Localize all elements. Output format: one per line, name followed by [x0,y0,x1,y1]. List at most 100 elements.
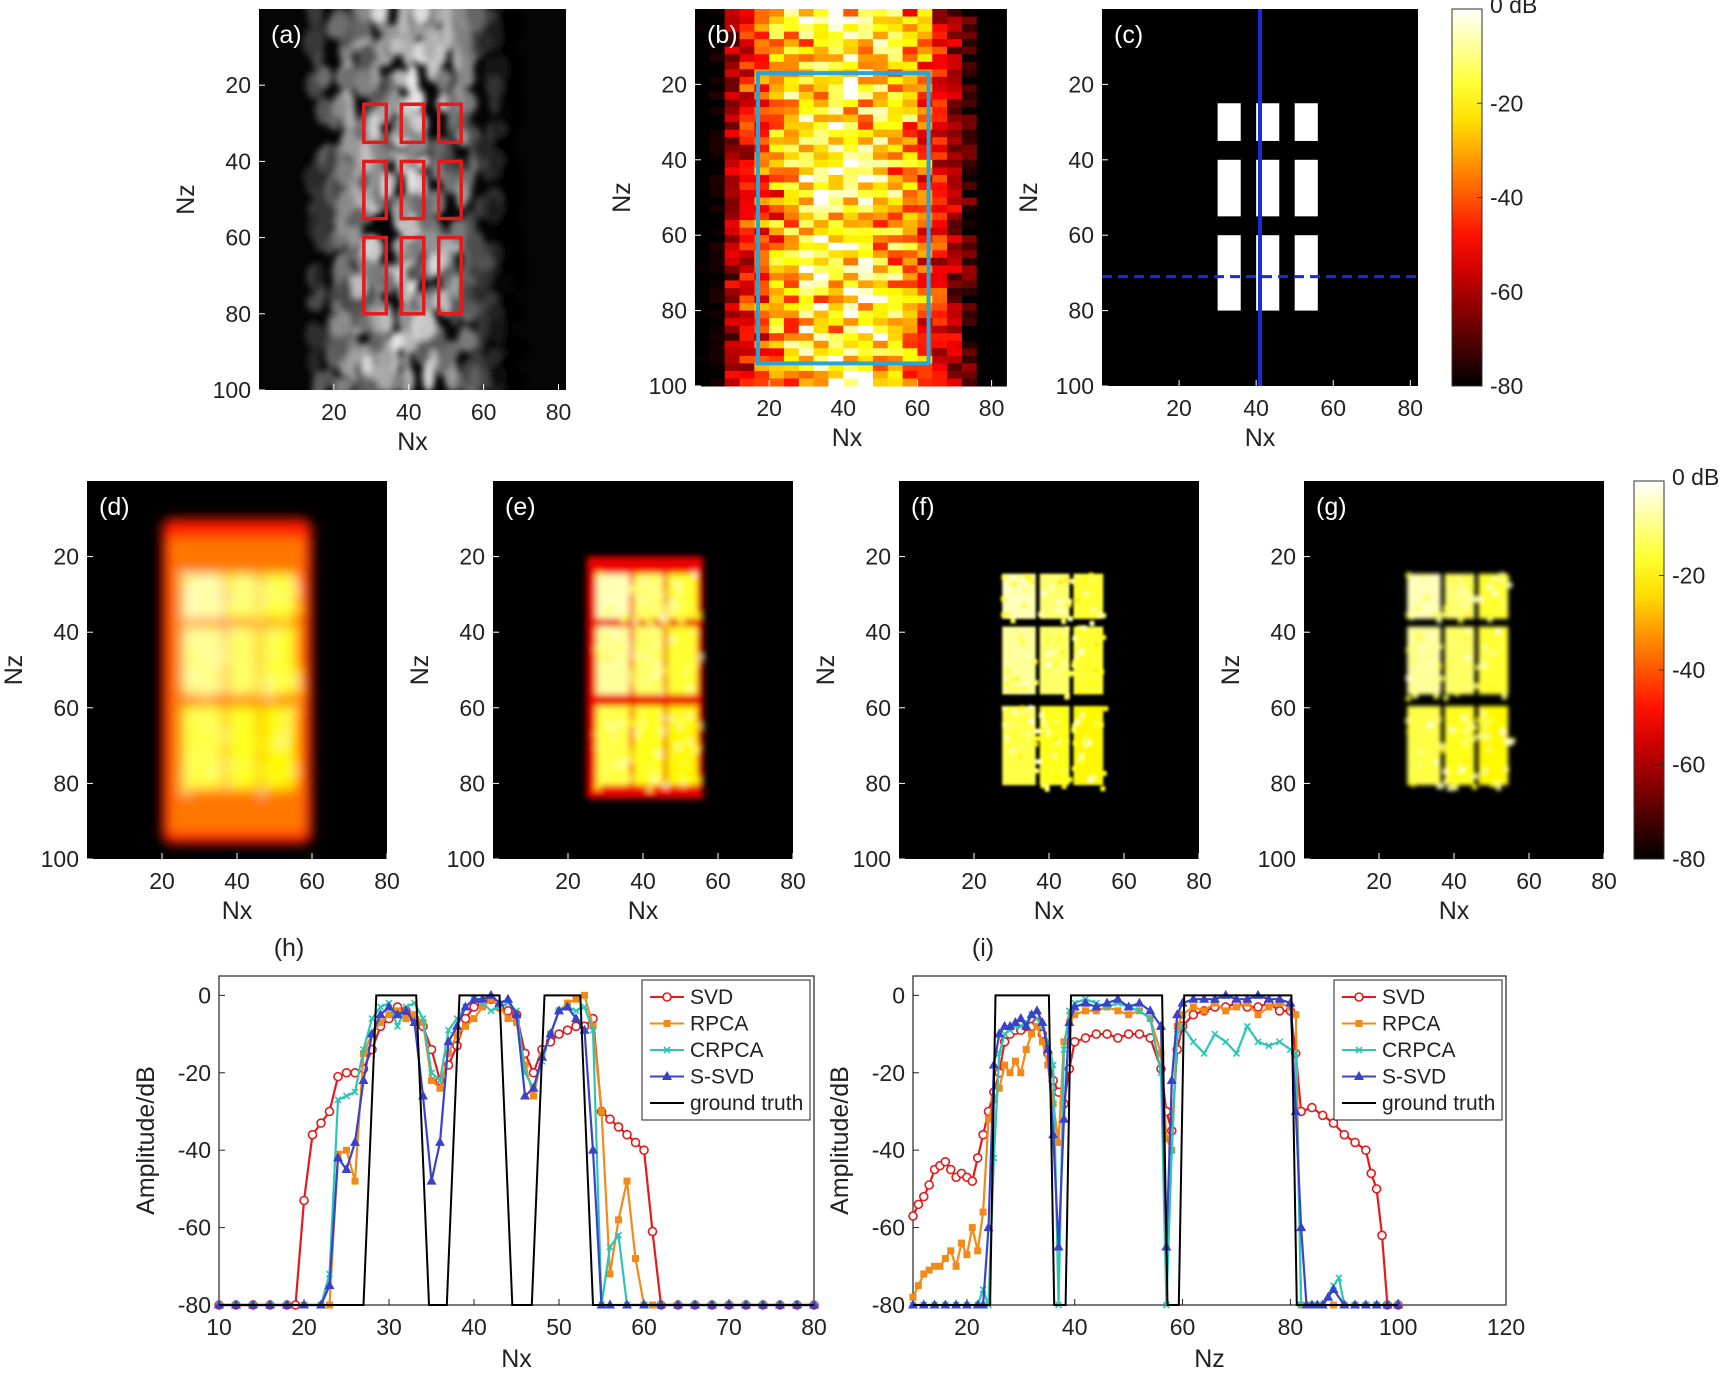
pixel [724,69,740,78]
speckle [1057,637,1063,643]
y-tick-label: -20 [178,1060,211,1086]
speckle [1063,662,1069,668]
pixel [858,61,874,70]
pixel [783,363,800,372]
speckle [609,582,615,588]
speckle [1439,743,1445,749]
pixel [961,24,978,33]
speckle [1410,781,1416,787]
roi-box [362,102,389,145]
data-point [1254,1038,1262,1046]
pixel [783,174,800,183]
speckle [1098,722,1104,728]
pixel [813,24,829,33]
pixel [769,31,785,40]
pixel [976,69,993,78]
speckle [1463,727,1469,733]
speckle [635,573,641,579]
pixel [798,137,815,146]
speckle [1044,667,1050,673]
pixel [902,265,918,274]
speckle [258,589,264,595]
pixel [828,61,844,70]
pixel [709,370,726,379]
pixel [828,76,844,85]
pixel [813,152,829,161]
speckle [252,653,258,659]
speckle [1491,773,1497,779]
speckle [1074,719,1080,725]
pixel [947,235,963,244]
pixel [695,355,711,364]
speckle [208,627,214,633]
data-point [1145,1005,1156,1015]
pixel [858,122,874,131]
pixel [902,363,918,372]
data-point [994,1028,1005,1038]
pixel [932,197,948,206]
speckle [674,582,680,588]
pixel [961,174,978,183]
pixel [798,174,815,183]
pixel [932,107,948,116]
pixel [695,227,711,236]
pixel [828,31,844,40]
pixel [695,235,711,244]
speckle [667,716,673,722]
speckle [328,316,349,338]
speckle [1020,640,1026,646]
colorbar-tick-label: -80 [1672,846,1705,872]
data-point [1123,1001,1134,1011]
pixel [813,76,829,85]
pixel [695,242,711,251]
pixel [932,174,948,183]
pixel [991,265,1007,274]
pixel [872,91,889,100]
pixel [813,348,829,357]
pixel [709,39,726,48]
pixel [976,257,993,266]
pixel [739,348,755,357]
speckle [1083,591,1089,597]
speckle [1436,716,1442,722]
speckle [259,673,265,679]
pixel [932,265,948,274]
speckle [239,631,245,637]
pixel [887,16,904,25]
speckle [306,293,325,312]
speckle [252,686,258,692]
speckle [631,652,637,658]
pixel [947,227,963,236]
data-point [979,1208,987,1216]
speckle [692,630,698,636]
pixel [976,122,993,131]
speckle [246,627,252,633]
pixel [724,137,740,146]
pixel [695,91,711,100]
pixel [813,137,829,146]
pixel [695,257,711,266]
speckle [1013,686,1019,692]
data-point [562,1001,573,1011]
speckle [1430,654,1436,660]
pixel [887,370,904,379]
speckle [648,573,654,579]
pixel [813,355,829,364]
data-point [1017,1069,1025,1077]
speckle [597,572,603,578]
x-axis-label: Nx [1034,897,1065,925]
pixel [783,114,800,123]
speckle [1495,781,1501,787]
speckle [1442,769,1448,775]
pixel [887,348,904,357]
speckle [509,227,526,251]
pixel [843,129,859,138]
pixel [947,325,963,334]
series-group [908,989,1404,1310]
pixel [932,333,948,342]
pixel [724,257,740,266]
pixel [739,265,755,274]
pixel [902,325,918,334]
pixel [976,348,993,357]
speckle [1478,596,1484,602]
